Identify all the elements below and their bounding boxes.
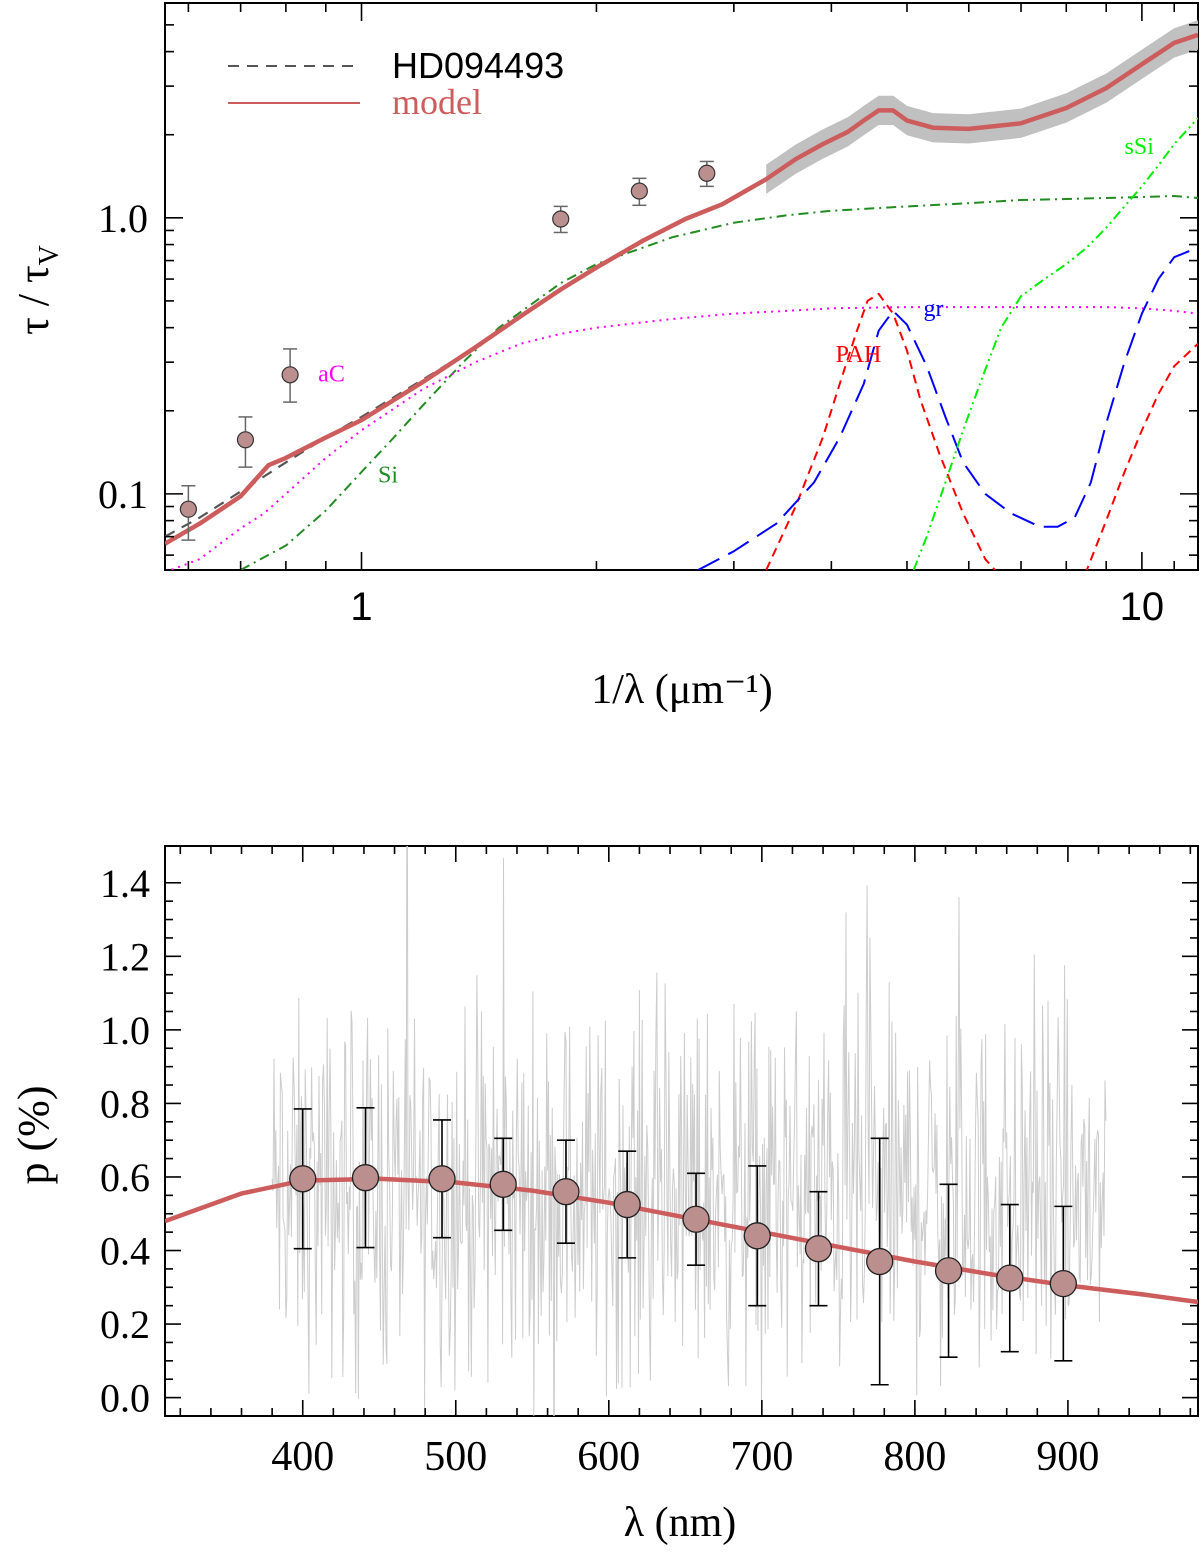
series-aC-line [168,306,1198,570]
extinction-marker [698,164,716,182]
polarization-tick-labels: 400 500 600 700 800 900 0.0 0.2 0.4 0.6 0.8 1.0 1.2 1… [100,861,1099,1480]
polarization-plot-area [165,846,1198,1416]
polarization-marker [804,1235,833,1263]
x-tick-label: 800 [883,1434,946,1480]
annotation-aC: aC [318,362,345,388]
y-axis-label-subscript: V [34,245,65,265]
extinction-data-point [630,177,648,207]
polarization-x-axis-label: λ (nm) [624,1500,737,1546]
extinction-marker [552,210,570,228]
x-tick-label: 10 [1120,585,1165,629]
extinction-data-point [179,485,197,541]
y-tick-label: 0.8 [100,1081,150,1126]
polarization-data-point [934,1183,963,1358]
extinction-plot-area [165,20,1198,570]
series-sSi-line [912,117,1198,570]
polarization-marker [996,1264,1024,1292]
svg-text:τ / τV: τ / τV [9,245,65,335]
polarization-marker [552,1178,580,1206]
polarization-marker [934,1257,963,1285]
series-model-line [165,32,1198,546]
polarization-noise-spectrum [271,846,1107,1416]
extinction-chart: 1 10 0.1 1.0 aC Si PAH gr sSi HD094493 model 1/… [9,2,1199,713]
extinction-y-axis-label: τ / τV [9,245,65,335]
extinction-data-point [236,416,255,468]
polarization-marker [743,1222,771,1250]
polarization-marker [351,1164,380,1192]
series-PAH-line [765,292,1198,570]
annotation-PAH: PAH [836,342,882,368]
extinction-legend: HD094493 model [228,45,564,122]
polarization-marker [682,1205,710,1233]
polarization-marker [866,1247,894,1276]
extinction-marker [236,431,255,449]
series-gr-line [697,246,1198,570]
polarization-data-point [743,1165,771,1307]
polarization-data-point [613,1150,641,1259]
polarization-series-group [165,846,1198,1416]
polarization-y-axis-label: p (%) [9,1086,58,1185]
y-axis-label-main: τ / τ [9,265,58,335]
polarization-data-point [428,1119,456,1239]
polarization-data-point [804,1190,833,1307]
legend-observed-label: HD094493 [392,45,564,86]
series-Si-line [240,195,1198,570]
polarization-marker [289,1165,317,1193]
polarization-marker [489,1170,517,1198]
annotation-Si: Si [378,462,398,488]
extinction-tick-labels: 1 10 0.1 1.0 [98,196,1164,629]
y-tick-label: 0.0 [100,1376,150,1421]
extinction-data-point [281,348,299,403]
polarization-marker [613,1190,641,1219]
extinction-marker [179,500,197,518]
annotation-sSi: sSi [1125,134,1155,160]
x-tick-label: 500 [424,1434,487,1480]
y-tick-label: 1.4 [100,861,150,906]
y-tick-label: 1.2 [100,934,150,979]
polarization-data-point [552,1139,580,1244]
polarization-axis-ticks [165,846,1198,1416]
extinction-data-point [552,205,570,234]
extinction-data-point [698,160,716,188]
x-tick-label: 1 [350,585,372,629]
polarization-data-point [866,1137,894,1386]
legend-model-label: model [392,82,482,122]
polarization-marker [428,1165,456,1193]
extinction-x-axis-label: 1/λ (μm⁻¹) [591,667,772,713]
annotation-gr: gr [924,296,944,322]
extinction-marker [281,366,299,384]
y-tick-label: 0.4 [100,1229,150,1274]
polarization-data-point [682,1172,710,1267]
x-tick-label: 700 [730,1434,793,1480]
polarization-data-point [351,1107,380,1249]
x-tick-label: 900 [1036,1434,1099,1480]
polarization-data-point [289,1108,317,1250]
x-tick-label: 400 [271,1434,334,1480]
polarization-chart: 400 500 600 700 800 900 0.0 0.2 0.4 0.6 0.8 1.0 1.2 1… [9,845,1199,1546]
extinction-annotations: aC Si PAH gr sSi [318,134,1154,488]
polarization-marker [1049,1269,1077,1298]
y-tick-label: 0.1 [98,472,148,517]
y-tick-label: 0.2 [100,1302,150,1347]
extinction-series-group [165,20,1198,570]
extinction-axis-ticks [165,2,1198,570]
y-tick-label: 1.0 [98,196,148,241]
y-tick-label: 0.6 [100,1155,150,1200]
extinction-plot-frame [164,2,1199,571]
y-tick-label: 1.0 [100,1008,150,1053]
polarization-data-point [1049,1205,1077,1362]
x-tick-label: 600 [577,1434,640,1480]
polarization-data-point [489,1137,517,1232]
polarization-data-point [996,1203,1024,1353]
extinction-marker [630,182,648,200]
